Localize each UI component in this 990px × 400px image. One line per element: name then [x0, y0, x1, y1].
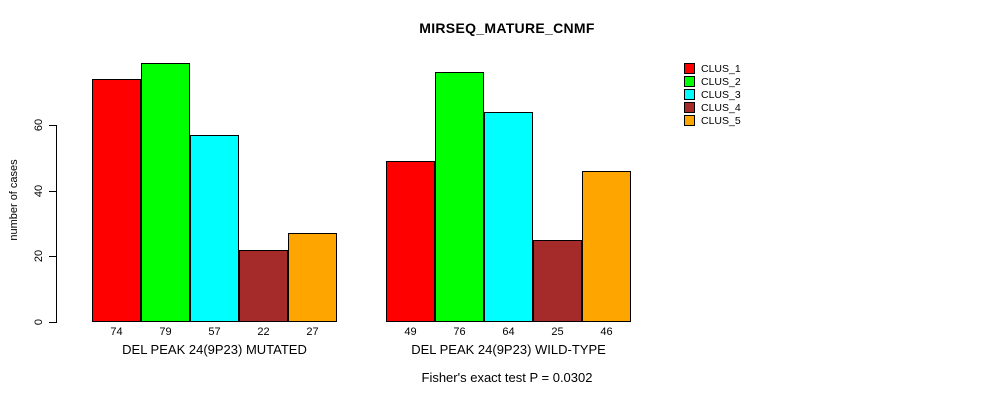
y-tick-mark: [49, 256, 56, 258]
bar-value-label: 27: [306, 326, 319, 338]
bar-clus_4-group2: [533, 239, 582, 322]
y-tick-label: 0: [33, 318, 45, 326]
bar-clus_1-group1: [92, 79, 141, 322]
y-tick-label: 20: [33, 250, 45, 263]
bar-clus_2-group1: [141, 62, 190, 322]
y-tick-label: 40: [33, 184, 45, 197]
legend-swatch-clus_5: [684, 115, 695, 126]
legend-swatch-clus_3: [684, 89, 695, 100]
legend-label: CLUS_4: [701, 101, 741, 114]
bar-clus_4-group1: [239, 249, 288, 322]
y-axis-line: [56, 125, 57, 323]
legend-label: CLUS_1: [701, 62, 741, 75]
x-axis-group-label: DEL PEAK 24(9P23) WILD-TYPE: [411, 342, 606, 357]
bar-clus_3-group1: [190, 134, 239, 322]
legend-item-clus_5: CLUS_5: [684, 114, 741, 127]
bar-value-label: 57: [208, 326, 221, 338]
bar-clus_5-group1: [288, 233, 337, 322]
legend-swatch-clus_2: [684, 76, 695, 87]
bar-value-label: 79: [159, 326, 172, 338]
bar-value-label: 22: [257, 326, 270, 338]
bar-clus_5-group2: [582, 170, 631, 322]
y-tick-mark: [49, 125, 56, 126]
legend-item-clus_1: CLUS_1: [684, 62, 741, 75]
y-tick-mark: [49, 322, 56, 323]
legend-label: CLUS_2: [701, 75, 741, 88]
legend-item-clus_2: CLUS_2: [684, 75, 741, 88]
chart-title: MIRSEQ_MATURE_CNMF: [419, 20, 595, 36]
y-tick-mark: [49, 190, 56, 192]
bar-clus_2-group2: [435, 72, 484, 322]
y-axis-label: number of cases: [8, 159, 20, 241]
bar-value-label: 74: [110, 326, 123, 338]
bar-clus_3-group2: [484, 111, 533, 322]
x-axis-group-label: DEL PEAK 24(9P23) MUTATED: [122, 342, 307, 357]
legend-item-clus_3: CLUS_3: [684, 88, 741, 101]
bar-value-label: 46: [600, 326, 613, 338]
fisher-test-annotation: Fisher's exact test P = 0.0302: [421, 370, 593, 385]
bar-value-label: 49: [404, 326, 417, 338]
legend-swatch-clus_1: [684, 63, 695, 74]
legend: CLUS_1 CLUS_2 CLUS_3 CLUS_4 CLUS_5: [684, 62, 741, 127]
y-tick-label: 60: [33, 118, 45, 132]
bar-value-label: 25: [551, 326, 564, 338]
legend-label: CLUS_5: [701, 114, 741, 127]
legend-swatch-clus_4: [684, 102, 695, 113]
bar-value-label: 76: [453, 326, 466, 338]
legend-item-clus_4: CLUS_4: [684, 101, 741, 114]
legend-label: CLUS_3: [701, 88, 741, 101]
bar-value-label: 64: [502, 326, 515, 338]
bar-clus_1-group2: [386, 161, 435, 322]
